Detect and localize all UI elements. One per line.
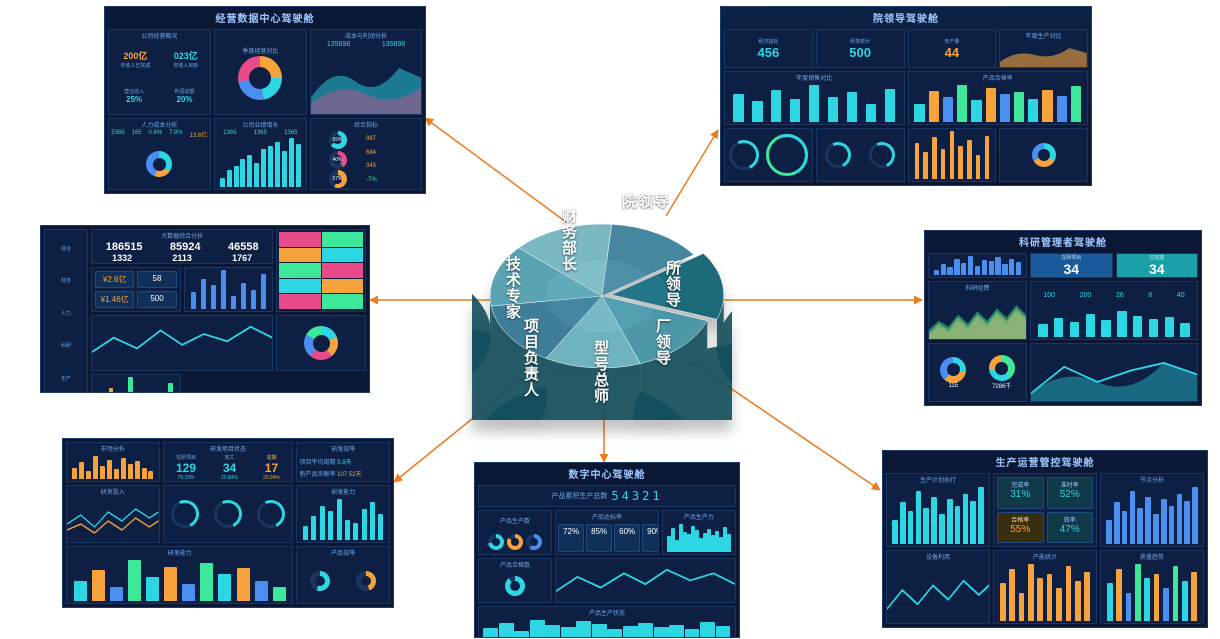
d4-bottom: 产品生产状态 (478, 606, 736, 638)
d7-right1: 节点分析 (1100, 473, 1204, 547)
d2-extra (91, 374, 181, 393)
d2-top-metrics: 大数据综合分析 186515 85924 46558 1332 2113 176… (91, 229, 273, 264)
d1-growth-bars (215, 136, 306, 189)
d3-rings: .r2::before{border-top-color:#f7a33c;bor… (163, 485, 294, 543)
d5-kpi3: 年产量 44 (908, 29, 997, 68)
d3-market: 市场分析 (66, 442, 160, 482)
dashboard-digital-center: 数字中心驾驶舱 产品累积生产总数 54321 产品生产数 产品达标率 72% 8… (474, 462, 740, 638)
d2-line (91, 315, 273, 371)
d6-bars1 (928, 253, 1027, 278)
d4-row3b (555, 558, 736, 603)
d3-status: 研发项目状态 在研项目12979.10% 完工3420.84% 逾期1720.9… (163, 442, 294, 482)
dashboard-prod-ops: 生产运营管控驾驶舱 生产计划执行 完成率31% 准时率52% 合格率55% 效率… (882, 450, 1208, 628)
d5-bl4 (999, 128, 1088, 182)
d4-left-rings: 产品生产数 (478, 510, 552, 555)
d1-area-chart (311, 48, 421, 114)
d2-cells (276, 229, 366, 312)
d4-row3a: 产品合格数 (478, 558, 552, 603)
d3-invest: 研发投入 (66, 485, 160, 543)
d5-bars2: 产品合格率 (908, 71, 1089, 125)
d5-area: 年度生产对比 (999, 29, 1088, 68)
d6-rings: 115 7286千 (928, 343, 1027, 402)
d1-hr-panel: 人力成本分析 5365 165 0.6% 7.8% 13.6亿 (108, 118, 211, 190)
dashboard-rd: 市场分析 研发项目状态 在研项目12979.10% 完工3420.84% 逾期1… (62, 438, 394, 608)
d2-bars (184, 267, 274, 312)
d3-product-eff: 产品效率 (296, 546, 390, 604)
d6-linearea (1030, 343, 1198, 402)
d2-sidebar: 综合 财务 人力 科研 生产 质量 (44, 229, 88, 393)
d5-bars1: 年度销售对比 (724, 71, 905, 125)
d3-ability: 研发能力 (296, 485, 390, 543)
d7-bottom3: 质量趋势 (1100, 550, 1204, 624)
d1-growth-panel: 公司业绩增长 1365 1365 1365 (214, 118, 307, 190)
dashboard-bigdata: 综合 财务 人力 科研 生产 质量 大数据综合分析 186515 85924 4… (40, 225, 370, 393)
d3-bottom-bars: 研发能力 (66, 546, 293, 604)
d2-side-metrics: ¥2.6亿 58 ¥1.46亿 500 (91, 267, 181, 312)
d4-mid: 产品达标率 72% 85% 60% 90% (555, 510, 659, 555)
d5-kpi1: 经济指标 456 (724, 29, 813, 68)
d1-kpi-panel: 综合指标 65% 40% 57% 987 684 345 -7% (310, 118, 422, 190)
d6-stack: 科研经费 (928, 281, 1027, 340)
d6-chip2: 已完成 34 (1116, 253, 1199, 278)
d1-donut-panel: 季度经营对比 (214, 29, 307, 115)
d5-kpi2: 研发统计 500 (816, 29, 905, 68)
d1-overview-panel: 公司经营概况 200亿年收入已完成 023亿年收入目标 营业收入25% 利润总额… (108, 29, 211, 115)
d7-gauges: 完成率31% 准时率52% 合格率55% 效率47% (993, 473, 1097, 547)
d5-rings1 (724, 128, 813, 182)
d2-donut (276, 315, 366, 371)
d7-bottom2: 产能统计 (993, 550, 1097, 624)
d4-right: 产品生产力 (662, 510, 736, 555)
d5-rings2 (816, 128, 905, 182)
dashboard-research-mgr: 科研管理者驾驶舱 在研项目 34 已完成 34 科研经费 100 200 26 (924, 230, 1202, 406)
d6-chip1: 在研项目 34 (1030, 253, 1113, 278)
d1-donut (238, 56, 282, 100)
d4-headline: 产品累积生产总数 54321 (478, 485, 736, 507)
central-role-pie: 院领导所领导厂领导型号总师项目负责人技术专家财务部长 (472, 200, 732, 420)
dashboard-business-center: 经营数据中心驾驶舱 公司经营概况 200亿年收入已完成 023亿年收入目标 营业… (104, 6, 426, 194)
d7-bars-top: 生产计划执行 (886, 473, 990, 547)
d1-hr-pie (146, 151, 172, 177)
d6-row2: 100 200 26 6 40 (1030, 281, 1198, 340)
dashboard-institute-leader: 院领导驾驶舱 经济指标 456 研发统计 500 年产量 44 年度生产对比 年… (720, 6, 1092, 186)
d7-bottom1: 设备利用 (886, 550, 990, 624)
d3-eff: 研发效率 项目平均周期 5.8天 新产品贡献率 107.52天 (296, 442, 390, 482)
d1-area-panel: 成本与利润分析 135898135898 (310, 29, 422, 115)
d5-bl3 (908, 128, 997, 182)
d1-title: 经营数据中心驾驶舱 (105, 7, 425, 26)
